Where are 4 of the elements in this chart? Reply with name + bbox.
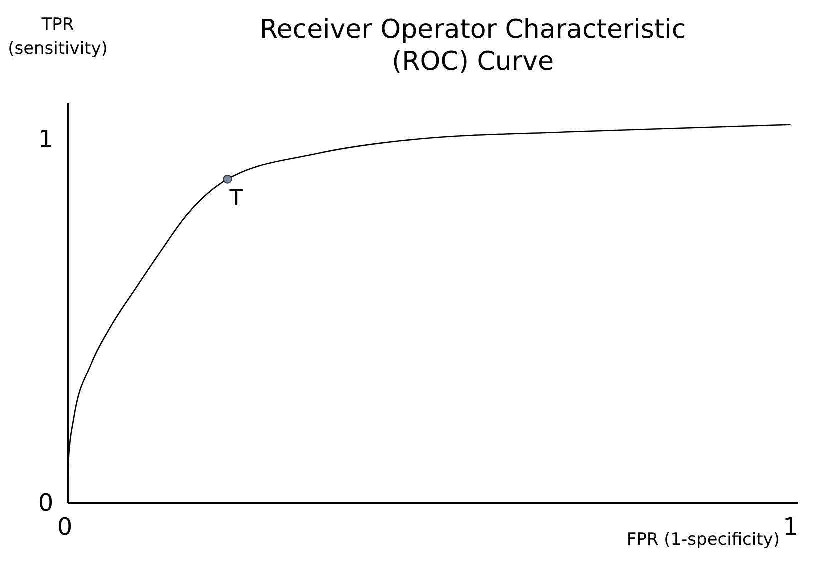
chart-title: Receiver Operator Characteristic (ROC) Curve	[260, 15, 686, 77]
y-axis-title: TPR (sensitivity)	[8, 15, 108, 59]
annotation: T	[228, 186, 244, 212]
x-axis-title: FPR (1-specificity)	[626, 530, 780, 550]
